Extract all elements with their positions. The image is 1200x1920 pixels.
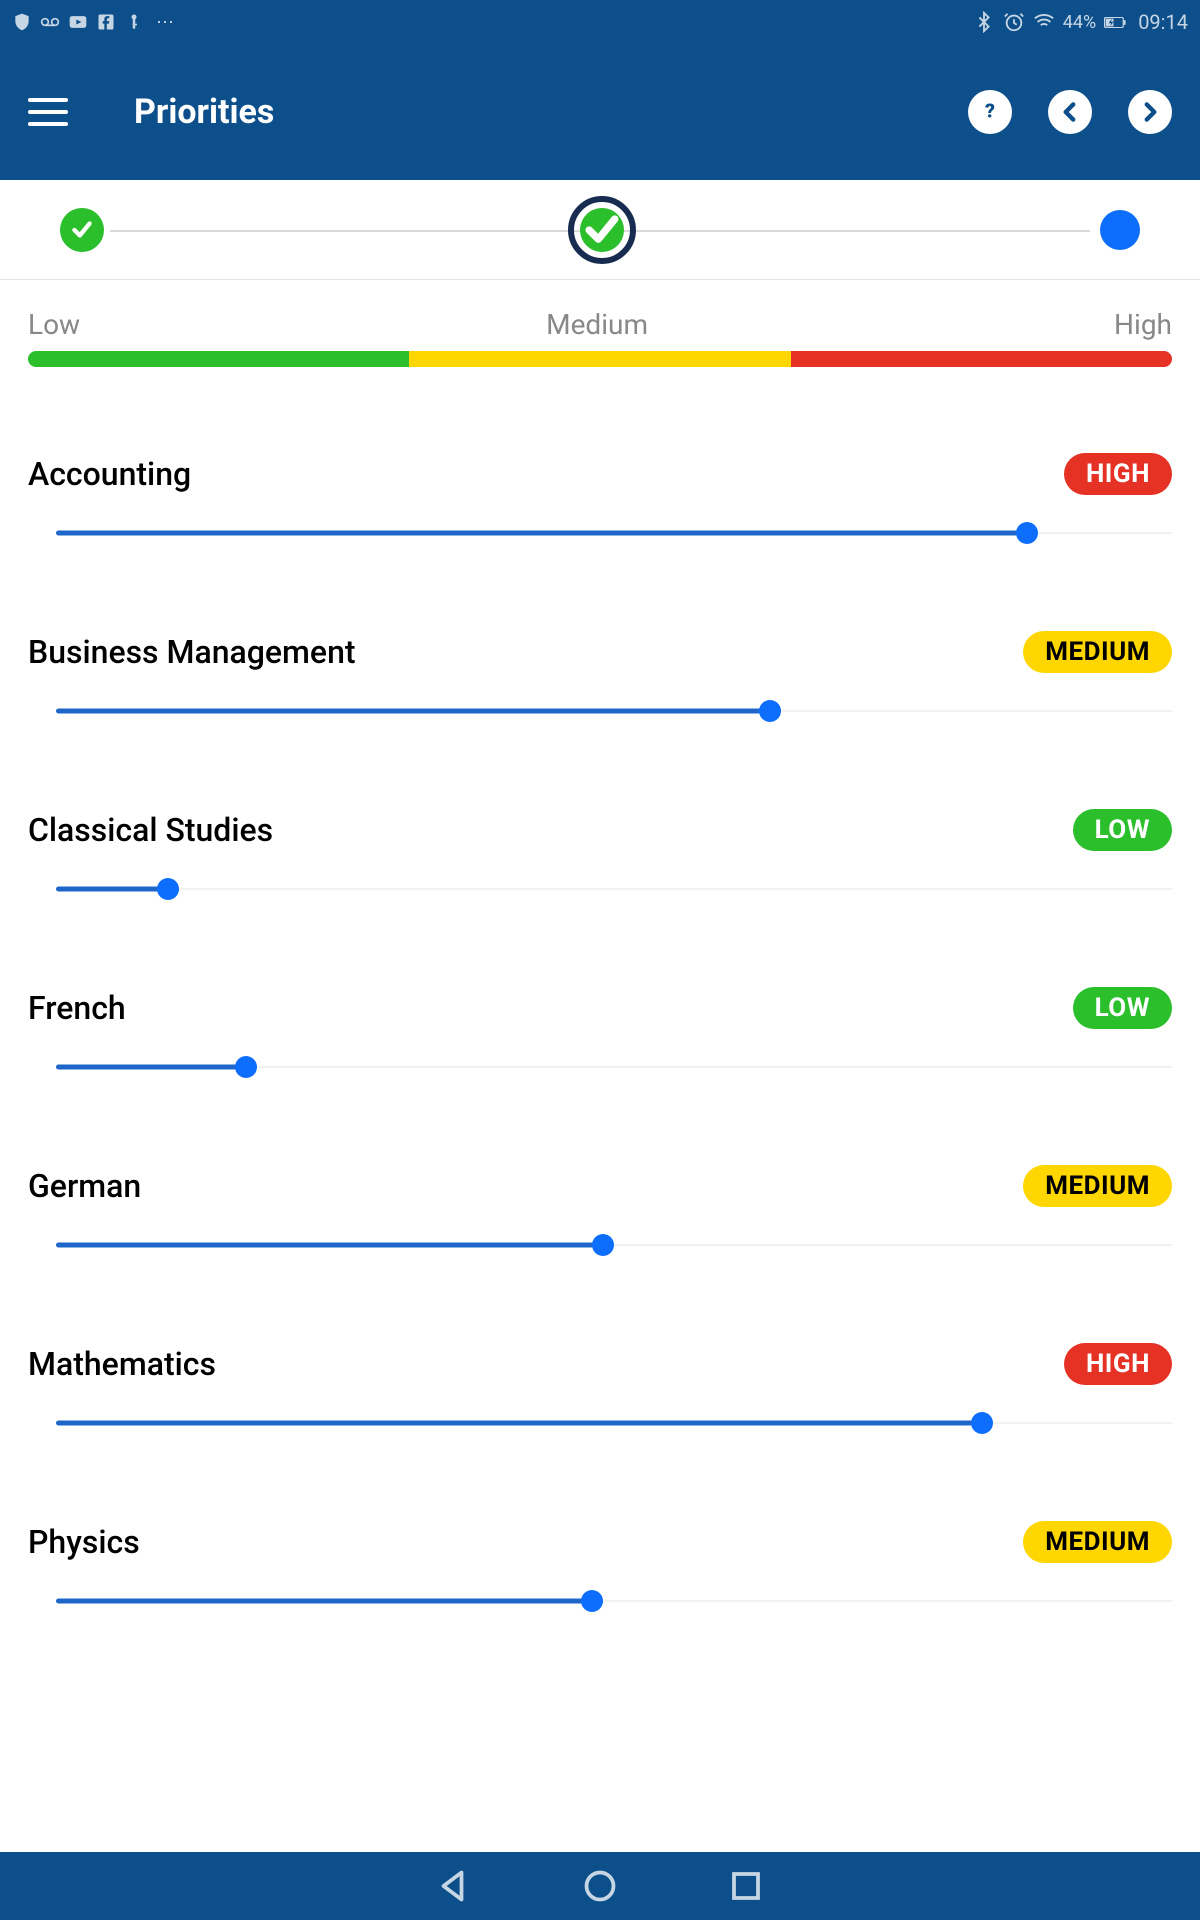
subject-name: Physics (28, 1523, 140, 1561)
legend-med-segment (409, 351, 790, 367)
bluetooth-icon (973, 11, 995, 33)
slider-fill (56, 1243, 603, 1248)
priority-badge: HIGH (1064, 453, 1172, 495)
subject-name: French (28, 989, 126, 1027)
svg-text:?: ? (985, 99, 995, 122)
prev-button[interactable] (1048, 90, 1092, 134)
priority-slider[interactable] (56, 521, 1172, 545)
app-bar: Priorities ? (0, 44, 1200, 180)
subject-row: German MEDIUM (28, 1079, 1172, 1257)
android-nav-bar (0, 1852, 1200, 1920)
menu-button[interactable] (28, 85, 82, 139)
priority-slider[interactable] (56, 1055, 1172, 1079)
clock-text: 09:14 (1138, 10, 1188, 34)
status-right: 44% 09:14 (973, 10, 1188, 34)
subject-name: Mathematics (28, 1345, 216, 1383)
next-button[interactable] (1128, 90, 1172, 134)
step-2-current[interactable] (568, 196, 636, 264)
slider-fill (56, 1599, 592, 1604)
slider-thumb[interactable] (971, 1412, 993, 1434)
slider-thumb[interactable] (235, 1056, 257, 1078)
subject-name: Classical Studies (28, 811, 273, 849)
alarm-icon (1003, 11, 1025, 33)
nav-back-button[interactable] (436, 1868, 472, 1904)
slider-fill (56, 1065, 246, 1070)
battery-icon (1104, 11, 1126, 33)
subject-row: Classical Studies LOW (28, 723, 1172, 901)
slider-thumb[interactable] (759, 700, 781, 722)
slider-thumb[interactable] (157, 878, 179, 900)
page-title: Priorities (134, 92, 274, 132)
facebook-icon (96, 12, 116, 32)
legend-low-label: Low (28, 308, 80, 341)
battery-percent: 44% (1063, 12, 1096, 33)
priority-slider[interactable] (56, 699, 1172, 723)
wizard-steps (0, 180, 1200, 280)
slider-thumb[interactable] (581, 1590, 603, 1612)
subject-row: French LOW (28, 901, 1172, 1079)
slider-thumb[interactable] (592, 1234, 614, 1256)
subject-name: Business Management (28, 633, 356, 671)
help-button[interactable]: ? (968, 90, 1012, 134)
nav-home-button[interactable] (582, 1868, 618, 1904)
slider-fill (56, 1421, 982, 1426)
shield-icon (12, 12, 32, 32)
legend-medium-label: Medium (546, 308, 648, 341)
wifi-icon (1033, 11, 1055, 33)
priority-slider[interactable] (56, 1589, 1172, 1613)
nav-recent-button[interactable] (728, 1868, 764, 1904)
app-bar-actions: ? (968, 90, 1172, 134)
youtube-icon (68, 12, 88, 32)
subject-row: Business Management MEDIUM (28, 545, 1172, 723)
subjects-list: Accounting HIGH Business Management MEDIUM C… (0, 367, 1200, 1852)
priority-badge: MEDIUM (1023, 1521, 1172, 1563)
priority-slider[interactable] (56, 877, 1172, 901)
slider-track (56, 888, 1172, 890)
slider-thumb[interactable] (1016, 522, 1038, 544)
slider-fill (56, 887, 168, 892)
slider-fill (56, 531, 1027, 536)
status-bar: ⋯ 44% 09:14 (0, 0, 1200, 44)
step-3-upcoming[interactable] (1100, 210, 1140, 250)
step-1-done[interactable] (60, 208, 104, 252)
priority-badge: LOW (1073, 809, 1172, 851)
subject-row: Mathematics HIGH (28, 1257, 1172, 1435)
subject-name: Accounting (28, 455, 191, 493)
priority-legend: Low Medium High (0, 280, 1200, 367)
priority-badge: HIGH (1064, 1343, 1172, 1385)
priority-slider[interactable] (56, 1411, 1172, 1435)
priority-badge: MEDIUM (1023, 631, 1172, 673)
legend-high-label: High (1114, 308, 1172, 341)
priority-slider[interactable] (56, 1233, 1172, 1257)
key-icon (124, 12, 144, 32)
priority-badge: MEDIUM (1023, 1165, 1172, 1207)
slider-fill (56, 709, 770, 714)
subject-row: Accounting HIGH (28, 367, 1172, 545)
legend-high-segment (791, 351, 1172, 367)
status-left: ⋯ (12, 12, 176, 33)
screen: ⋯ 44% 09:14 Priorities ? (0, 0, 1200, 1920)
voicemail-icon (40, 12, 60, 32)
more-icon: ⋯ (156, 12, 176, 33)
legend-bar (28, 351, 1172, 367)
subject-name: German (28, 1167, 141, 1205)
priority-badge: LOW (1073, 987, 1172, 1029)
legend-low-segment (28, 351, 409, 367)
subject-row: Physics MEDIUM (28, 1435, 1172, 1613)
